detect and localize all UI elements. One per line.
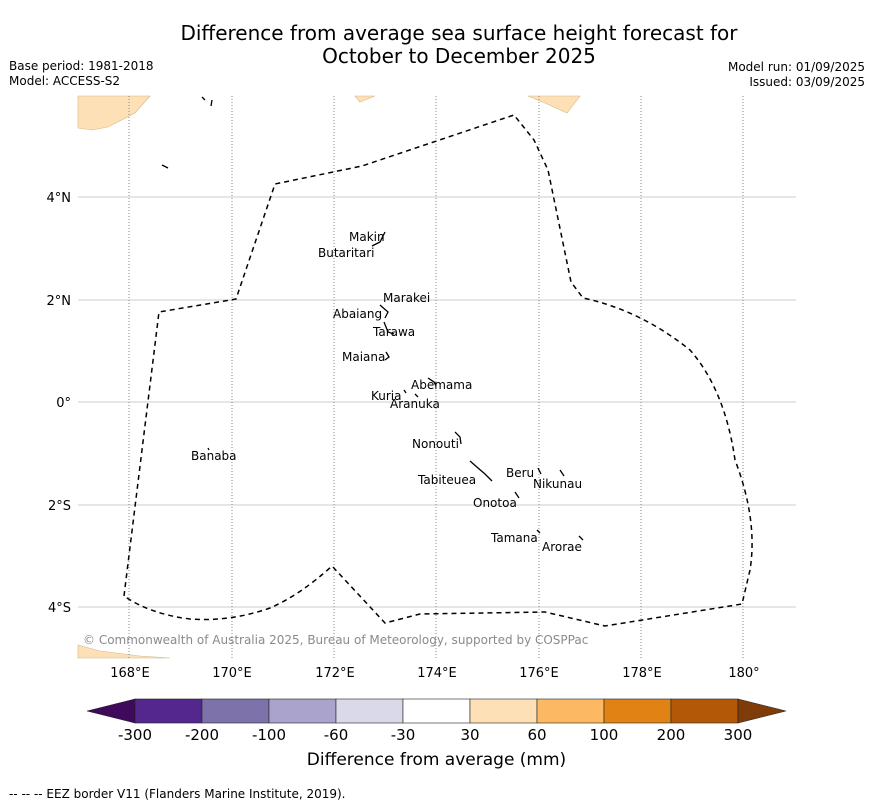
lat-label-2N: 2°N [47,294,72,309]
colorbar-label: -300 [118,726,152,744]
colorbar-label: -200 [185,726,219,744]
colorbar-label: 300 [724,726,753,744]
lat-label-4N: 4°N [47,191,72,206]
map-title: Difference from average sea surface heig… [0,22,873,68]
lon-label-170E: 170°E [212,666,252,681]
island-label-marakei: Marakei [383,291,430,305]
colorbar-bin [402,698,471,724]
colorbar-extend-low [86,698,136,724]
eez-border [123,114,753,627]
island-coastlines [161,96,584,541]
island-label-tabiteuea: Tabiteuea [417,473,476,487]
colorbar [86,698,787,724]
land-areas [77,95,581,659]
lon-label-180: 180° [728,666,759,681]
island-label-beru: Beru [506,466,534,480]
model-text: Model: ACCESS-S2 [9,74,121,88]
title-line-2: October to December 2025 [322,44,596,68]
lon-labels: 168°E 170°E 172°E 174°E 176°E 178°E 180° [110,666,759,681]
lat-label-4S: 4°S [48,601,71,616]
island-label-maiana: Maiana [342,350,385,364]
island-label-makin: Makin [349,230,385,244]
colorbar-label: 60 [527,726,546,744]
lat-gridlines [78,196,796,608]
lat-label-2S: 2°S [48,499,71,514]
lon-label-172E: 172°E [315,666,355,681]
island-label-abemama: Abemama [411,378,472,392]
colorbar-label: -30 [391,726,416,744]
lat-labels: 4°N 2°N 0° 2°S 4°S [47,191,72,616]
lon-label-176E: 176°E [519,666,559,681]
island-labels: Makin Butaritari Marakei Abaiang Tarawa … [191,230,582,554]
eez-legend-note: -- -- -- EEZ border V11 (Flanders Marine… [9,787,346,801]
colorbar-label: -100 [252,726,286,744]
run-info: Model run: 01/09/2025 Issued: 03/09/2025 [728,60,865,90]
lon-label-174E: 174°E [417,666,457,681]
island-label-banaba: Banaba [191,449,237,463]
model-run-text: Model run: 01/09/2025 [727,60,865,74]
colorbar-label: -60 [324,726,349,744]
title-line-1: Difference from average sea surface heig… [180,21,738,45]
lon-label-178E: 178°E [622,666,662,681]
lon-label-168E: 168°E [110,666,150,681]
colorbar-title: Difference from average (mm) [306,750,567,770]
colorbar-label: 30 [460,726,479,744]
colorbar-bin [469,698,538,724]
island-label-tarawa: Tarawa [372,325,415,339]
base-period-text: Base period: 1981-2018 [9,59,154,73]
issued-text: Issued: 03/09/2025 [749,75,865,89]
copyright-notice: © Commonwealth of Australia 2025, Bureau… [83,633,589,647]
colorbar-bin [268,698,337,724]
lat-label-0: 0° [56,396,71,411]
island-label-abaiang: Abaiang [333,307,382,321]
island-label-arorae: Arorae [542,540,582,554]
lon-gridlines [128,96,744,658]
island-label-aranuka: Aranuka [390,397,440,411]
island-label-butaritari: Butaritari [318,246,375,260]
colorbar-extend-high [737,698,787,724]
colorbar-bin [670,698,739,724]
island-label-nonouti: Nonouti [412,437,459,451]
model-info: Base period: 1981-2018 Model: ACCESS-S2 [9,59,154,89]
colorbar-labels: -300 -200 -100 -60 -30 30 60 100 200 300 [118,726,752,744]
colorbar-label: 100 [590,726,619,744]
island-label-kuria: Kuria [371,389,402,403]
island-label-nikunau: Nikunau [533,477,582,491]
colorbar-bin [536,698,605,724]
island-label-onotoa: Onotoa [473,496,517,510]
colorbar-bin [335,698,404,724]
colorbar-bin [201,698,270,724]
colorbar-bin [134,698,203,724]
colorbar-label: 200 [657,726,686,744]
colorbar-bin [603,698,672,724]
island-label-tamana: Tamana [490,531,538,545]
